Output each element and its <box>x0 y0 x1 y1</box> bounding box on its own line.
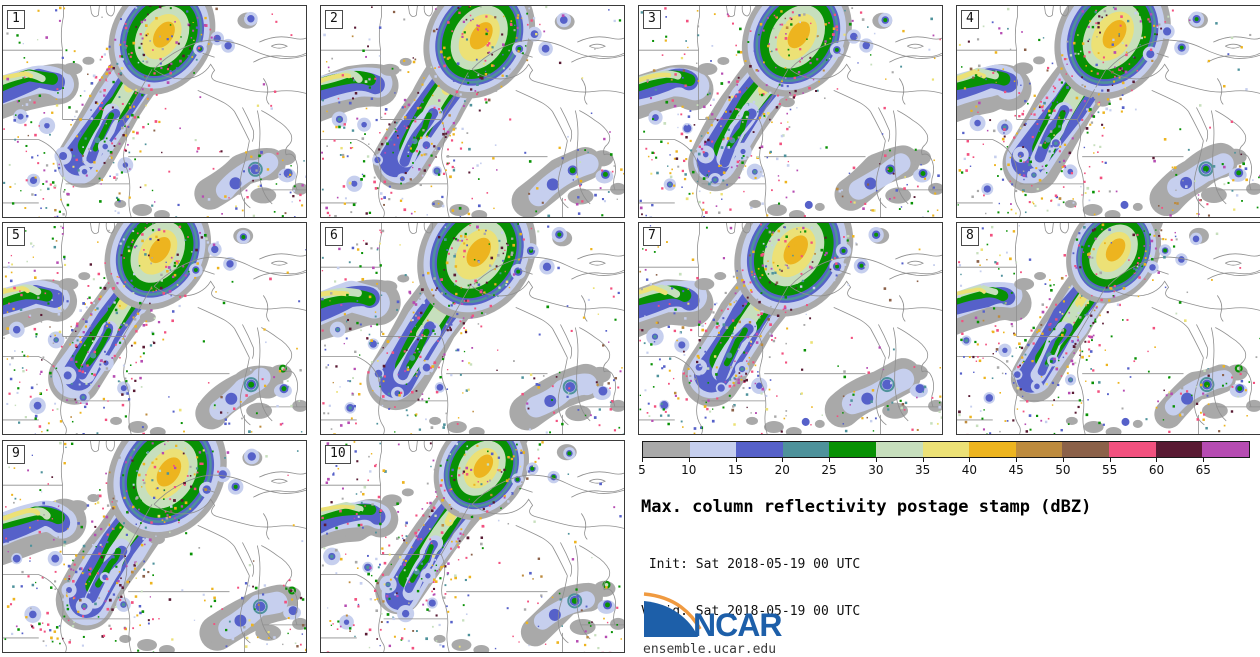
logo-site-url: ensemble.ucar.edu <box>643 642 777 657</box>
colorbar-tickmark <box>1203 458 1205 462</box>
member-number-label: 4 <box>961 10 979 29</box>
colorbar-tickmark <box>735 458 737 462</box>
colorbar-tickmark <box>1156 458 1158 462</box>
colorbar-tickmark <box>1016 458 1018 462</box>
colorbar-swatch <box>1109 442 1156 457</box>
ncar-logo-text: NCAR <box>693 607 782 641</box>
colorbar-swatches <box>642 441 1250 458</box>
member-number-label: 6 <box>325 227 343 246</box>
colorbar-swatch <box>922 442 970 457</box>
colorbar-tickmark <box>782 458 784 462</box>
ensemble-member-panel-9: 9 <box>2 440 307 653</box>
member-number-label: 3 <box>643 10 661 29</box>
colorbar-ticklabel: 35 <box>914 463 931 477</box>
reflectivity-colorbar: 5 10 15 20 25 30 35 40 45 50 55 60 65 <box>638 441 1250 483</box>
colorbar-tickmark <box>1109 458 1111 462</box>
colorbar-ticklabel: 30 <box>868 463 884 477</box>
colorbar-ticklabel: 40 <box>961 463 978 477</box>
ensemble-member-panel-8: 8 <box>956 222 1260 435</box>
ensemble-member-panel-7: 7 <box>638 222 943 435</box>
reflectivity-map <box>321 6 624 217</box>
colorbar-swatch <box>1202 442 1249 457</box>
colorbar-tickmark <box>875 458 877 462</box>
ensemble-member-panel-6: 6 <box>320 222 625 435</box>
colorbar-swatch <box>829 442 877 457</box>
ncar-logo-swoosh <box>644 601 698 637</box>
member-number-label: 8 <box>961 227 979 246</box>
colorbar-swatch <box>1015 442 1063 457</box>
reflectivity-map <box>639 223 942 434</box>
colorbar-tickmark <box>642 458 643 462</box>
reflectivity-map <box>321 223 624 434</box>
colorbar-swatch <box>736 442 783 457</box>
member-number-label: 1 <box>7 10 25 29</box>
member-number-label: 10 <box>325 445 351 464</box>
reflectivity-map <box>3 223 306 434</box>
reflectivity-map <box>957 6 1260 217</box>
ncar-logo-arc <box>643 592 702 630</box>
colorbar-ticklabel: 10 <box>681 463 697 477</box>
colorbar-swatch <box>782 442 830 457</box>
colorbar-swatch <box>969 442 1016 457</box>
ensemble-member-panel-1: 1 <box>2 5 307 218</box>
member-number-label: 5 <box>7 227 25 246</box>
ensemble-member-panel-5: 5 <box>2 222 307 435</box>
colorbar-ticklabel: 20 <box>774 463 790 477</box>
colorbar-ticklabel: 50 <box>1055 463 1071 477</box>
colorbar-ticklabel: 45 <box>1008 463 1024 477</box>
colorbar-swatch <box>876 442 923 457</box>
ensemble-member-panel-4: 4 <box>956 5 1260 218</box>
member-number-label: 9 <box>7 445 25 464</box>
colorbar-tickmark <box>829 458 831 462</box>
ensemble-member-panel-10: 10 <box>320 440 625 653</box>
colorbar-swatch <box>1155 442 1203 457</box>
ensemble-member-panel-2: 2 <box>320 5 625 218</box>
ensemble-member-panel-3: 3 <box>638 5 943 218</box>
colorbar-tickmark <box>1062 458 1064 462</box>
member-number-label: 2 <box>325 10 343 29</box>
colorbar-ticklabel: 55 <box>1102 463 1118 477</box>
colorbar-tickmark <box>969 458 971 462</box>
colorbar-swatch <box>643 442 690 457</box>
reflectivity-map <box>321 441 624 652</box>
reflectivity-map <box>957 223 1260 434</box>
figure-title: Max. column reflectivity postage stamp (… <box>641 497 1092 517</box>
colorbar-tickmark <box>922 458 924 462</box>
colorbar-ticklabel: 15 <box>727 463 744 477</box>
member-number-label: 7 <box>643 227 661 246</box>
colorbar-ticklabel: 60 <box>1148 463 1165 477</box>
init-time: Init: Sat 2018-05-19 00 UTC <box>641 557 861 572</box>
colorbar-tickmark <box>688 458 690 462</box>
reflectivity-map <box>639 6 942 217</box>
reflectivity-map <box>3 6 306 217</box>
reflectivity-map <box>3 441 306 652</box>
ncar-logo: NCAR <box>642 589 862 643</box>
colorbar-swatch <box>689 442 737 457</box>
colorbar-ticklabel: 5 <box>638 463 646 477</box>
colorbar-ticklabel: 65 <box>1195 463 1211 477</box>
colorbar-ticklabel: 25 <box>821 463 837 477</box>
colorbar-swatch <box>1062 442 1110 457</box>
